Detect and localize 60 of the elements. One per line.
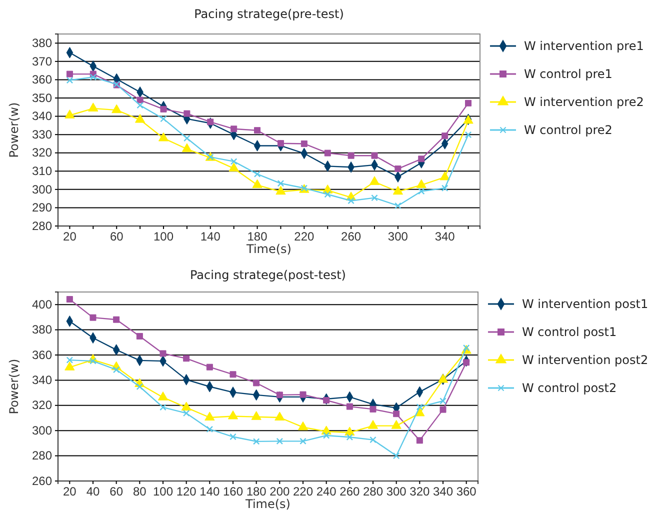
y-tick-label: 360 [32, 348, 52, 362]
x-tick-label: 100 [152, 484, 174, 499]
y-tick-label: 380 [32, 36, 52, 50]
x-tick-label: 300 [386, 484, 407, 499]
y-tick-label: 300 [32, 423, 52, 438]
y-tick-label: 340 [32, 373, 52, 388]
legend-label: W intervention pre1 [524, 39, 644, 53]
y-tick-label: 380 [32, 322, 52, 337]
y-tick-label: 330 [32, 127, 52, 142]
y-tick-label: 320 [32, 398, 52, 412]
x-tick-label: 140 [200, 484, 220, 499]
x-tick-label: 180 [247, 230, 268, 244]
x-tick-label: 340 [432, 484, 454, 499]
legend-label: W control post1 [522, 325, 617, 339]
x-tick-label: 180 [246, 484, 267, 499]
x-axis-title: Time(s) [244, 497, 290, 511]
x-tick-label: 120 [176, 484, 197, 499]
y-tick-label: 400 [32, 297, 52, 312]
y-tick-label: 260 [32, 474, 52, 488]
y-tick-label: 310 [32, 164, 52, 178]
x-tick-label: 220 [294, 230, 314, 244]
x-tick-label: 200 [270, 484, 290, 499]
y-tick-label: 280 [32, 448, 52, 463]
x-tick-label: 80 [132, 484, 147, 499]
x-tick-label: 60 [110, 230, 124, 244]
x-tick-label: 260 [340, 484, 360, 499]
x-tick-label: 220 [292, 484, 314, 499]
x-tick-label: 100 [153, 230, 174, 244]
chart-title: Pacing stratege(pre-test) [194, 7, 344, 21]
x-tick-label: 20 [63, 230, 77, 244]
x-tick-label: 140 [200, 230, 221, 244]
y-tick-label: 350 [32, 90, 52, 105]
y-axis-title: Power(w) [7, 358, 21, 414]
x-tick-label: 160 [222, 484, 244, 499]
y-tick-label: 360 [32, 72, 52, 87]
x-axis-title: Time(s) [246, 242, 292, 256]
x-tick-label: 40 [86, 484, 100, 499]
x-tick-label: 20 [62, 484, 77, 499]
y-tick-label: 340 [32, 109, 52, 124]
legend-label: W intervention pre2 [524, 95, 644, 109]
legend-label: W control pre2 [524, 123, 612, 137]
x-tick-label: 240 [316, 484, 337, 499]
x-tick-label: 260 [341, 230, 362, 244]
x-tick-label: 340 [434, 230, 456, 244]
y-tick-label: 290 [32, 200, 52, 215]
legend-label: W intervention post1 [522, 297, 648, 311]
x-tick-label: 300 [388, 230, 408, 244]
y-tick-label: 320 [32, 146, 52, 160]
legend-label: W control pre1 [524, 67, 612, 81]
y-tick-label: 280 [32, 218, 52, 233]
legend-label: W intervention post2 [522, 353, 648, 367]
x-tick-label: 60 [110, 484, 124, 499]
x-tick-label: 280 [362, 484, 384, 499]
x-tick-label: 360 [456, 484, 477, 499]
y-tick-label: 300 [32, 182, 52, 196]
legend-label: W control post2 [522, 381, 617, 395]
y-tick-label: 370 [32, 54, 52, 68]
y-axis-title: Power(w) [7, 102, 21, 158]
x-tick-label: 320 [410, 484, 430, 499]
chart-title: Pacing stratege(post-test) [190, 268, 346, 282]
